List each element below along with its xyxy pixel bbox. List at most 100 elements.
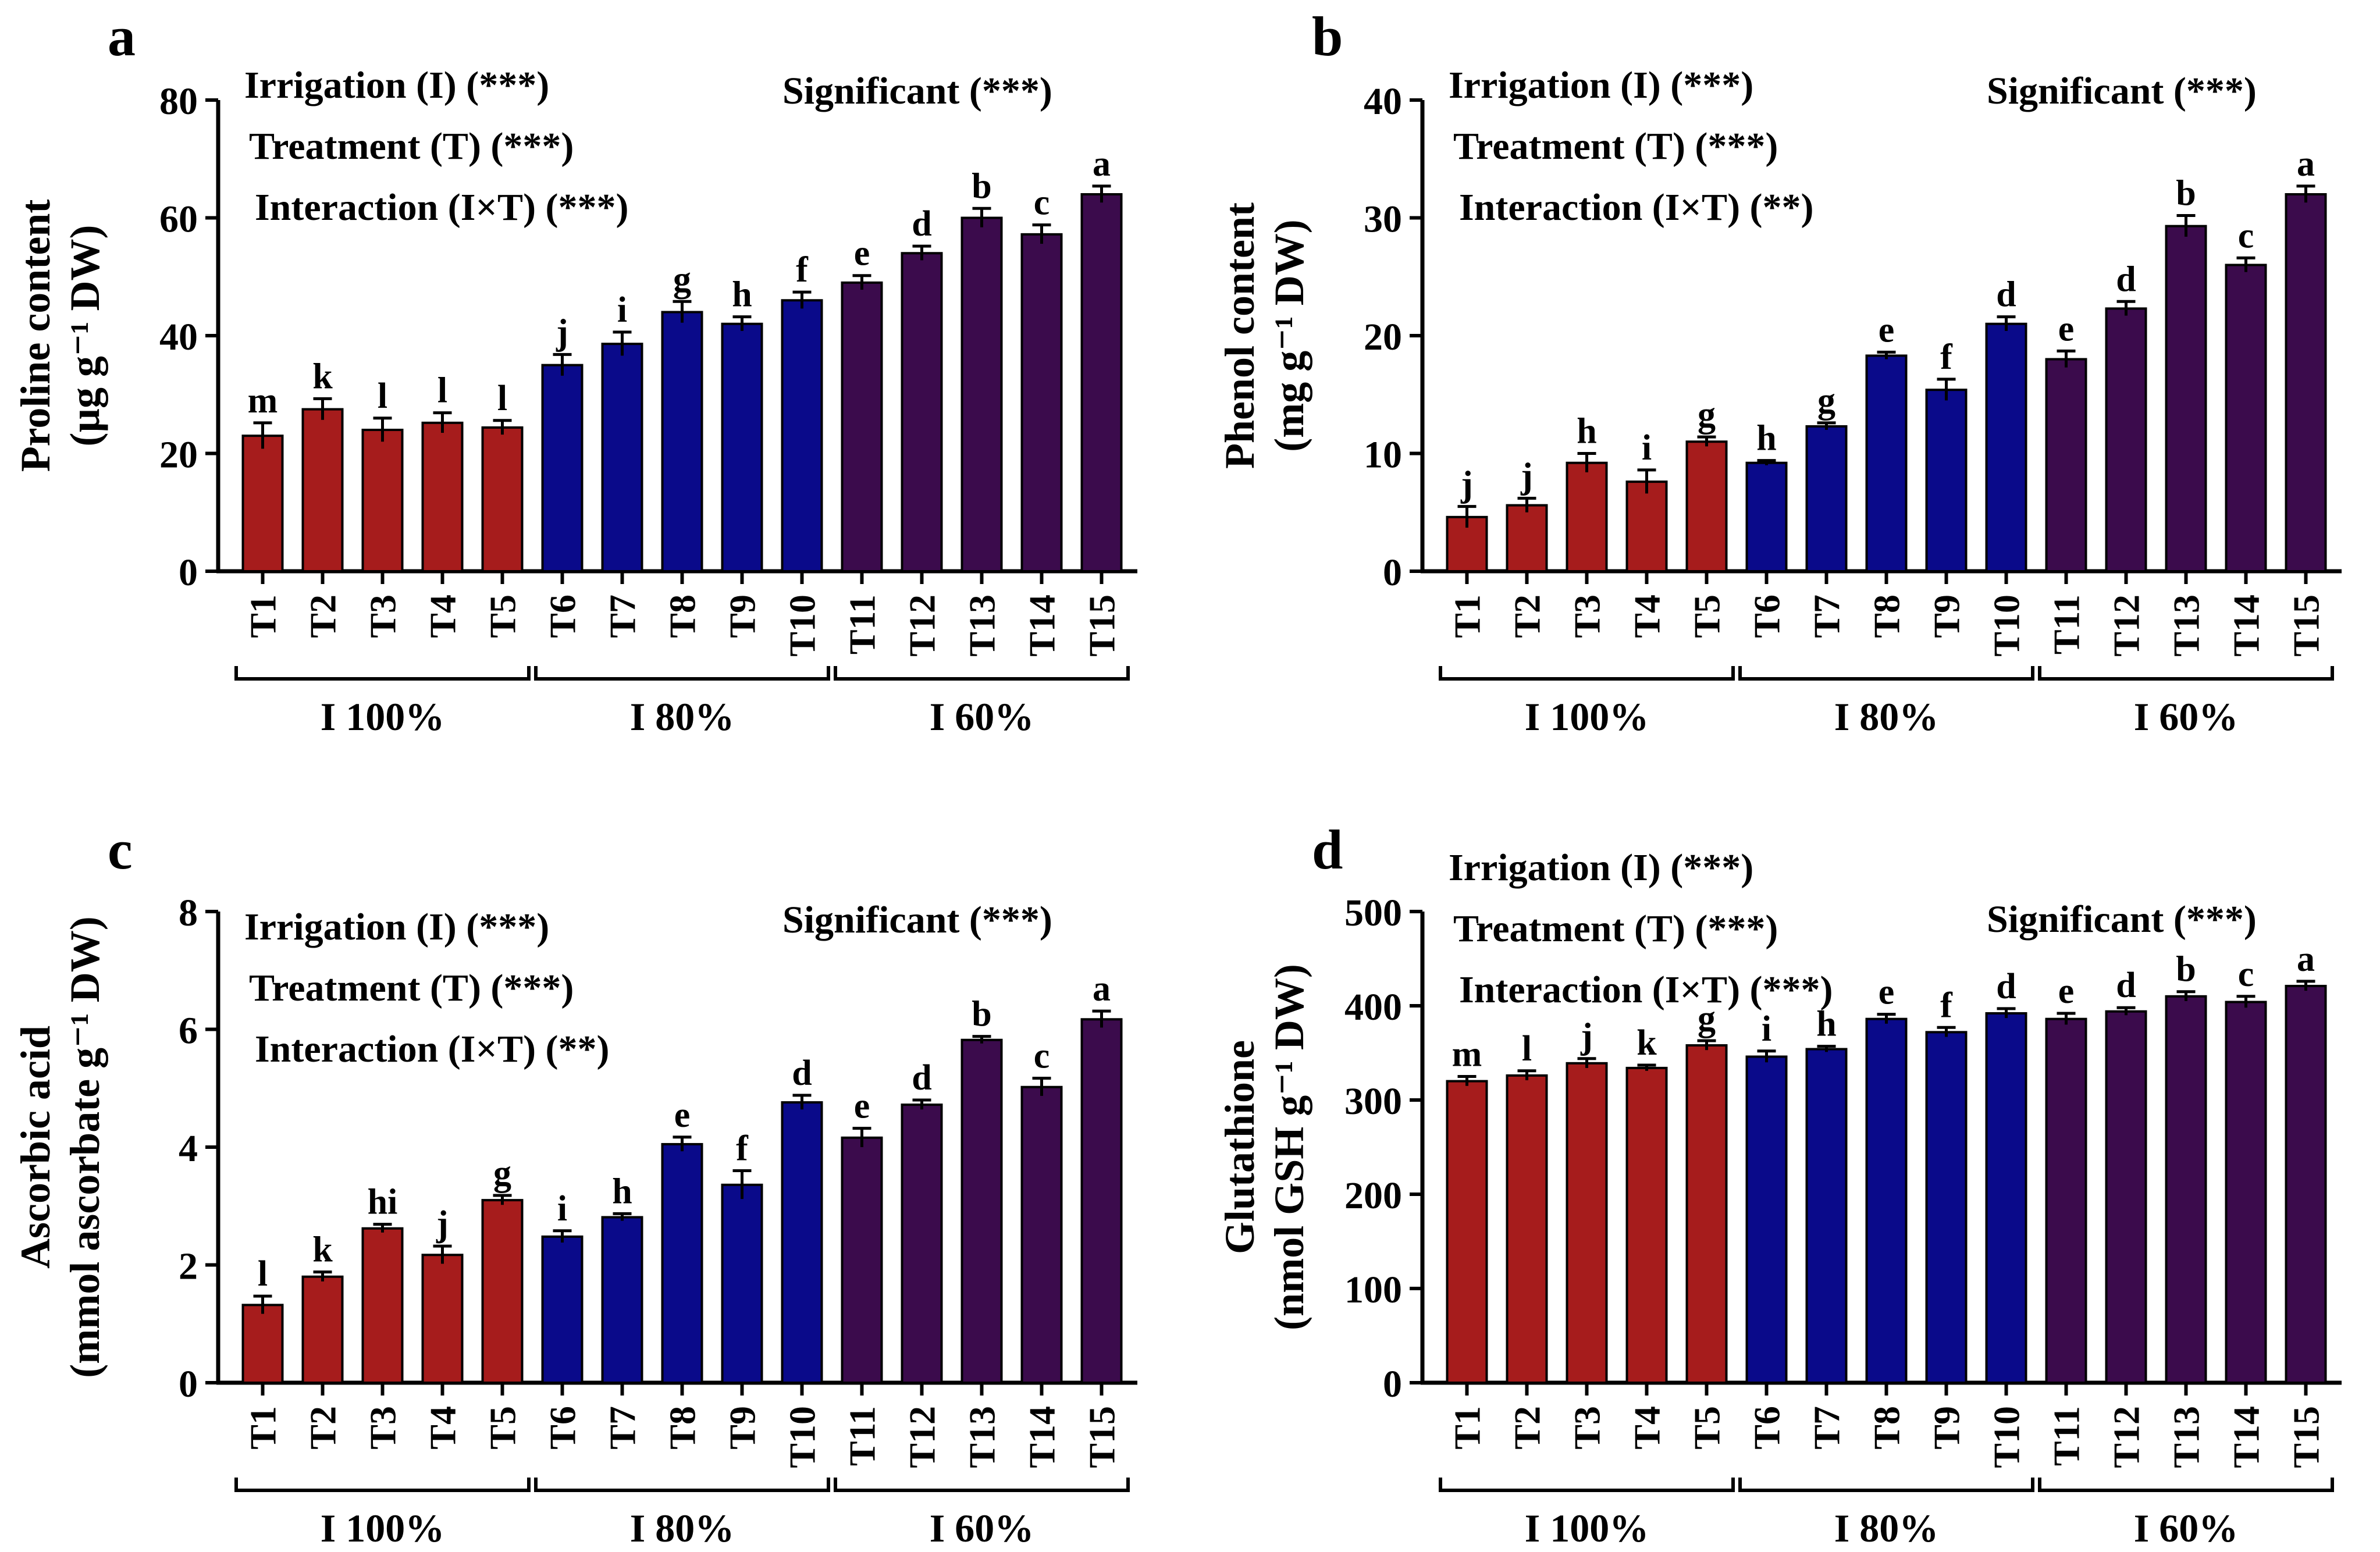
x-tick-label: T12 bbox=[902, 595, 943, 657]
bar-t5 bbox=[1685, 440, 1728, 572]
bar-t1 bbox=[241, 1304, 284, 1384]
y-axis-unit: (nmol GSH g⁻¹ DW) bbox=[1266, 964, 1312, 1330]
x-tick-label: T9 bbox=[722, 595, 763, 638]
bar-t6 bbox=[1745, 461, 1788, 573]
x-tick-label: T7 bbox=[1806, 1406, 1848, 1450]
significance-letter: hi bbox=[368, 1183, 398, 1222]
bar-t10 bbox=[1985, 1012, 2027, 1384]
y-axis-title: Phenol content bbox=[1216, 202, 1263, 469]
x-tick-label: T4 bbox=[422, 1406, 464, 1450]
significance-letter: d bbox=[1996, 967, 2016, 1006]
significance-letter: d bbox=[2116, 259, 2136, 299]
significance-letter: b bbox=[2176, 173, 2196, 213]
y-tick-label: 500 bbox=[1344, 892, 1402, 934]
annotation-significant: Significant (***) bbox=[1987, 70, 2257, 112]
bar-t2 bbox=[1506, 1074, 1548, 1384]
y-tick-label: 40 bbox=[159, 316, 198, 358]
significance-letter: k bbox=[312, 1230, 333, 1270]
significance-letter: f bbox=[1940, 985, 1953, 1025]
bar-t6 bbox=[541, 364, 584, 572]
bar-t9 bbox=[1925, 1031, 1968, 1384]
significance-letter: j bbox=[556, 312, 568, 352]
significance-letter: j bbox=[436, 1204, 449, 1244]
bar-t15 bbox=[2285, 984, 2327, 1384]
panel-label: c bbox=[108, 818, 133, 881]
x-tick-label: T3 bbox=[1567, 595, 1608, 638]
significance-letter: j bbox=[1460, 465, 1473, 504]
x-tick-label: T3 bbox=[362, 595, 404, 638]
bar-t10 bbox=[781, 299, 823, 572]
significance-letter: d bbox=[912, 1058, 931, 1098]
significance-letter: c bbox=[2238, 216, 2254, 255]
x-tick-label: T11 bbox=[842, 1406, 883, 1466]
bar-t2 bbox=[301, 1275, 344, 1384]
significance-letter: g bbox=[1817, 381, 1835, 421]
significance-letter: h bbox=[1756, 419, 1776, 458]
x-tick-label: T8 bbox=[662, 1406, 703, 1450]
significance-letter: a bbox=[2297, 144, 2315, 184]
significance-letter: i bbox=[1642, 428, 1652, 468]
x-tick-label: T7 bbox=[1806, 595, 1848, 638]
group-bracket bbox=[1439, 666, 1735, 681]
bar-t13 bbox=[2165, 225, 2207, 572]
x-tick-label: T9 bbox=[1926, 1406, 1968, 1450]
x-tick-label: T9 bbox=[722, 1406, 763, 1450]
significance-letter: e bbox=[2058, 971, 2075, 1011]
bar-t5 bbox=[481, 1199, 524, 1384]
panel-c: c Irrigation (I) (***) Treatment (T) (***)… bbox=[12, 818, 1137, 1550]
x-tick-label: T10 bbox=[782, 1406, 823, 1468]
significance-letter: c bbox=[1034, 1037, 1050, 1076]
y-tick-label: 8 bbox=[179, 892, 198, 934]
bar-t13 bbox=[960, 1038, 1003, 1384]
significance-letter: e bbox=[2058, 309, 2075, 348]
significance-letter: a bbox=[1093, 144, 1111, 184]
bar-t8 bbox=[1865, 1017, 1908, 1384]
y-tick-label: 300 bbox=[1344, 1080, 1402, 1123]
bar-t13 bbox=[2165, 995, 2207, 1384]
bar-t15 bbox=[1080, 1018, 1123, 1384]
significance-letter: d bbox=[912, 204, 931, 244]
significance-letter: h bbox=[1816, 1005, 1836, 1044]
group-label: I 100% bbox=[321, 1506, 444, 1550]
x-tick-label: T14 bbox=[1022, 1406, 1063, 1468]
significance-letter: g bbox=[493, 1154, 511, 1193]
bar-t4 bbox=[421, 1254, 464, 1384]
x-tick-label: T11 bbox=[2046, 595, 2087, 654]
x-tick-label: T8 bbox=[1866, 1406, 1908, 1450]
bar-t11 bbox=[2045, 358, 2087, 572]
x-tick-label: T10 bbox=[1986, 1406, 2027, 1468]
panel-label: b bbox=[1312, 5, 1343, 67]
significance-letter: c bbox=[1034, 183, 1050, 223]
bar-t12 bbox=[901, 1104, 943, 1384]
annotation-1: Irrigation (I) (***) bbox=[1449, 846, 1753, 889]
significance-letter: a bbox=[2297, 939, 2315, 979]
bar-t11 bbox=[841, 281, 883, 572]
x-tick-label: T3 bbox=[362, 1406, 404, 1450]
significance-letter: i bbox=[1762, 1009, 1771, 1049]
significance-letter: g bbox=[673, 259, 691, 299]
y-tick-label: 40 bbox=[1364, 80, 1402, 123]
bar-t12 bbox=[2105, 307, 2147, 572]
group-bracket bbox=[1738, 1478, 2034, 1492]
group-label: I 80% bbox=[1834, 1506, 1938, 1550]
y-tick-label: 80 bbox=[159, 80, 198, 123]
x-tick-label: T7 bbox=[602, 1406, 643, 1450]
bar-t6 bbox=[541, 1235, 584, 1384]
bar-t3 bbox=[361, 429, 404, 572]
y-tick-label: 200 bbox=[1344, 1174, 1402, 1217]
x-tick-label: T11 bbox=[842, 595, 883, 654]
significance-letter: a bbox=[1093, 969, 1111, 1009]
bar-t15 bbox=[2285, 193, 2327, 572]
group-bracket bbox=[534, 1478, 830, 1492]
group-label: I 60% bbox=[2134, 695, 2238, 739]
group-label: I 80% bbox=[630, 695, 734, 739]
significance-letter: h bbox=[1577, 412, 1596, 451]
x-tick-label: T14 bbox=[2226, 595, 2267, 657]
x-tick-label: T5 bbox=[482, 1406, 524, 1450]
x-tick-label: T13 bbox=[2166, 595, 2207, 657]
x-tick-label: T5 bbox=[1687, 1406, 1728, 1450]
significance-letter: b bbox=[972, 995, 991, 1034]
significance-letter: j bbox=[1580, 1017, 1593, 1056]
x-tick-label: T8 bbox=[662, 595, 703, 638]
group-label: I 100% bbox=[321, 695, 444, 739]
